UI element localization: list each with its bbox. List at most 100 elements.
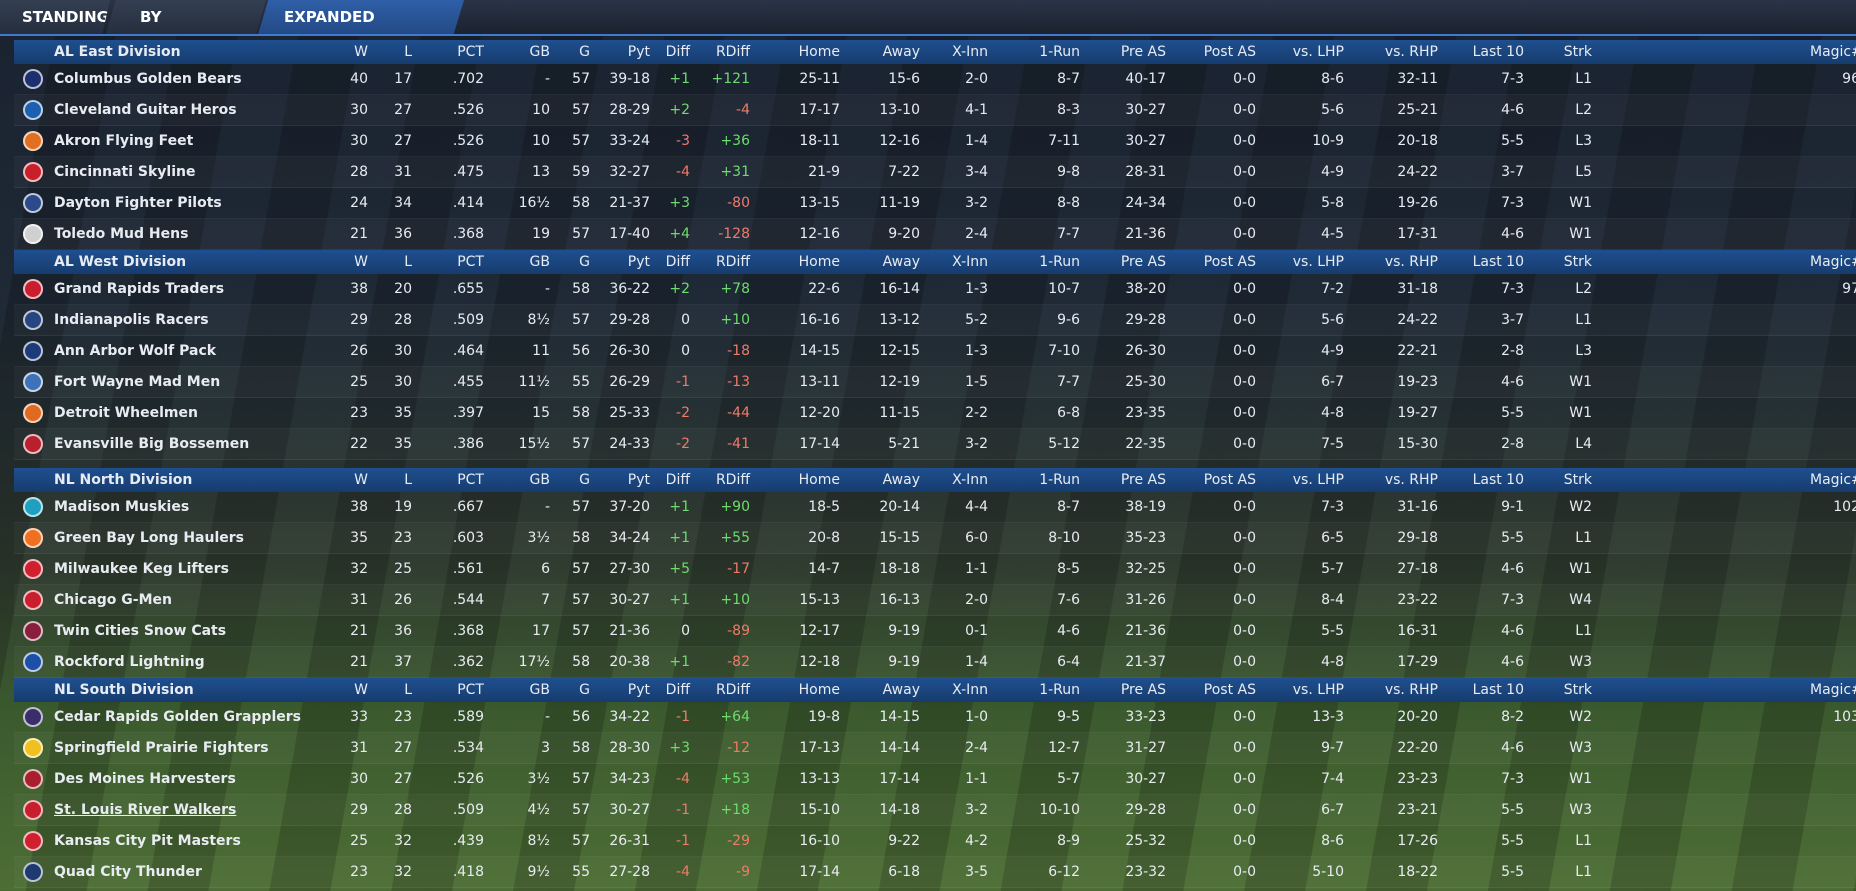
column-header-last10[interactable]: Last 10	[1472, 44, 1524, 60]
column-header-rdiff[interactable]: RDiff	[715, 44, 750, 60]
team-row[interactable]: Kansas City Pit Masters 25 32 .439 8½ 57 26-31…	[14, 826, 1856, 857]
column-header-last10[interactable]: Last 10	[1472, 682, 1524, 698]
column-header-last10[interactable]: Last 10	[1472, 472, 1524, 488]
team-row[interactable]: Columbus Golden Bears 40 17 .702 - 57 39-18 +1 +…	[14, 64, 1856, 95]
column-header-lhp[interactable]: vs. LHP	[1292, 682, 1344, 698]
column-header-lhp[interactable]: vs. LHP	[1292, 44, 1344, 60]
column-header-rhp[interactable]: vs. RHP	[1384, 682, 1438, 698]
team-name[interactable]: Grand Rapids Traders	[54, 281, 225, 297]
column-header-xinn[interactable]: X-Inn	[952, 44, 988, 60]
column-header-pct[interactable]: PCT	[457, 472, 484, 488]
team-row[interactable]: Ann Arbor Wolf Pack 26 30 .464 11 56 26-30 0 -18…	[14, 336, 1856, 367]
column-header-pyt[interactable]: Pyt	[627, 254, 650, 270]
column-header-xinn[interactable]: X-Inn	[952, 254, 988, 270]
column-header-g[interactable]: G	[579, 44, 590, 60]
team-name[interactable]: Quad City Thunder	[54, 864, 202, 880]
column-header-onerun[interactable]: 1-Run	[1039, 44, 1080, 60]
column-header-w[interactable]: W	[354, 682, 368, 698]
team-row[interactable]: Dayton Fighter Pilots 24 34 .414 16½ 58 21-37 +…	[14, 188, 1856, 219]
team-name[interactable]: Twin Cities Snow Cats	[54, 623, 227, 639]
column-header-home[interactable]: Home	[798, 44, 840, 60]
column-header-strk[interactable]: Strk	[1563, 44, 1592, 60]
column-header-w[interactable]: W	[354, 254, 368, 270]
column-header-strk[interactable]: Strk	[1563, 254, 1592, 270]
team-row[interactable]: Grand Rapids Traders 38 20 .655 - 58 36-22 +2 +7…	[14, 274, 1856, 305]
column-header-postas[interactable]: Post AS	[1203, 44, 1256, 60]
column-header-magic[interactable]: Magic#	[1810, 254, 1856, 270]
column-header-gb[interactable]: GB	[529, 254, 550, 270]
column-header-pct[interactable]: PCT	[457, 682, 484, 698]
team-name[interactable]: Fort Wayne Mad Men	[54, 374, 221, 390]
column-header-pct[interactable]: PCT	[457, 44, 484, 60]
team-name[interactable]: Green Bay Long Haulers	[54, 530, 244, 546]
column-header-preas[interactable]: Pre AS	[1120, 682, 1166, 698]
team-row[interactable]: Quad City Thunder 23 32 .418 9½ 55 27-28 -4 -9 17…	[14, 857, 1856, 888]
column-header-gb[interactable]: GB	[529, 44, 550, 60]
team-row[interactable]: Rockford Lightning 21 37 .362 17½ 58 20-38 +1 -8…	[14, 647, 1856, 678]
column-header-away[interactable]: Away	[882, 254, 920, 270]
team-name[interactable]: Dayton Fighter Pilots	[54, 195, 222, 211]
team-row[interactable]: Cleveland Guitar Heros 30 27 .526 10 57 28-29 +…	[14, 95, 1856, 126]
column-header-w[interactable]: W	[354, 44, 368, 60]
team-name[interactable]: Cincinnati Skyline	[54, 164, 196, 180]
team-name[interactable]: Detroit Wheelmen	[54, 405, 198, 421]
team-row[interactable]: Fort Wayne Mad Men 25 30 .455 11½ 55 26-29 -1 -1…	[14, 367, 1856, 398]
column-header-onerun[interactable]: 1-Run	[1039, 254, 1080, 270]
column-header-postas[interactable]: Post AS	[1203, 682, 1256, 698]
team-name[interactable]: Kansas City Pit Masters	[54, 833, 241, 849]
column-header-postas[interactable]: Post AS	[1203, 254, 1256, 270]
column-header-pct[interactable]: PCT	[457, 254, 484, 270]
column-header-preas[interactable]: Pre AS	[1120, 472, 1166, 488]
column-header-strk[interactable]: Strk	[1563, 682, 1592, 698]
column-header-l[interactable]: L	[404, 682, 412, 698]
team-row[interactable]: Toledo Mud Hens 21 36 .368 19 57 17-40 +4 -128 12…	[14, 219, 1856, 250]
team-row[interactable]: St. Louis River Walkers 29 28 .509 4½ 57 30-27…	[14, 795, 1856, 826]
team-name[interactable]: Indianapolis Racers	[54, 312, 209, 328]
column-header-xinn[interactable]: X-Inn	[952, 682, 988, 698]
column-header-preas[interactable]: Pre AS	[1120, 254, 1166, 270]
column-header-lhp[interactable]: vs. LHP	[1292, 254, 1344, 270]
column-header-diff[interactable]: Diff	[665, 44, 690, 60]
column-header-magic[interactable]: Magic#	[1810, 44, 1856, 60]
column-header-home[interactable]: Home	[798, 682, 840, 698]
column-header-pyt[interactable]: Pyt	[627, 44, 650, 60]
team-row[interactable]: Akron Flying Feet 30 27 .526 10 57 33-24 -3 +36 1…	[14, 126, 1856, 157]
team-row[interactable]: Green Bay Long Haulers 35 23 .603 3½ 58 34-24 +…	[14, 523, 1856, 554]
team-name[interactable]: Chicago G-Men	[54, 592, 172, 608]
team-row[interactable]: Milwaukee Keg Lifters 32 25 .561 6 57 27-30 +5 -…	[14, 554, 1856, 585]
column-header-rdiff[interactable]: RDiff	[715, 254, 750, 270]
team-name[interactable]: Cedar Rapids Golden Grapplers	[54, 709, 301, 725]
column-header-w[interactable]: W	[354, 472, 368, 488]
team-name[interactable]: St. Louis River Walkers	[54, 802, 237, 818]
column-header-home[interactable]: Home	[798, 254, 840, 270]
column-header-rdiff[interactable]: RDiff	[715, 682, 750, 698]
tab-by-subleague[interactable]: BY SUBLEAGUE	[106, 0, 266, 34]
column-header-magic[interactable]: Magic#	[1810, 682, 1856, 698]
column-header-away[interactable]: Away	[882, 44, 920, 60]
team-row[interactable]: Springfield Prairie Fighters 31 27 .534 3 58 2…	[14, 733, 1856, 764]
column-header-l[interactable]: L	[404, 472, 412, 488]
tab-expanded-standings[interactable]: EXPANDED STANDINGS	[258, 0, 464, 34]
column-header-last10[interactable]: Last 10	[1472, 254, 1524, 270]
column-header-diff[interactable]: Diff	[665, 254, 690, 270]
team-name[interactable]: Madison Muskies	[54, 499, 190, 515]
column-header-lhp[interactable]: vs. LHP	[1292, 472, 1344, 488]
team-row[interactable]: Chicago G-Men 31 26 .544 7 57 30-27 +1 +10 15-13 1…	[14, 585, 1856, 616]
column-header-g[interactable]: G	[579, 472, 590, 488]
column-header-l[interactable]: L	[404, 254, 412, 270]
tab-standings[interactable]: STANDINGS	[0, 0, 110, 34]
column-header-g[interactable]: G	[579, 254, 590, 270]
team-name[interactable]: Des Moines Harvesters	[54, 771, 236, 787]
team-name[interactable]: Akron Flying Feet	[54, 133, 194, 149]
column-header-rdiff[interactable]: RDiff	[715, 472, 750, 488]
column-header-gb[interactable]: GB	[529, 472, 550, 488]
column-header-rhp[interactable]: vs. RHP	[1384, 472, 1438, 488]
column-header-rhp[interactable]: vs. RHP	[1384, 254, 1438, 270]
team-name[interactable]: Ann Arbor Wolf Pack	[54, 343, 217, 359]
team-name[interactable]: Toledo Mud Hens	[54, 226, 189, 242]
team-row[interactable]: Evansville Big Bossemen 22 35 .386 15½ 57 24-3…	[14, 429, 1856, 460]
team-row[interactable]: Cedar Rapids Golden Grapplers 33 23 .589 - 56…	[14, 702, 1856, 733]
column-header-magic[interactable]: Magic#	[1810, 472, 1856, 488]
team-row[interactable]: Indianapolis Racers 29 28 .509 8½ 57 29-28 0 +10…	[14, 305, 1856, 336]
column-header-strk[interactable]: Strk	[1563, 472, 1592, 488]
